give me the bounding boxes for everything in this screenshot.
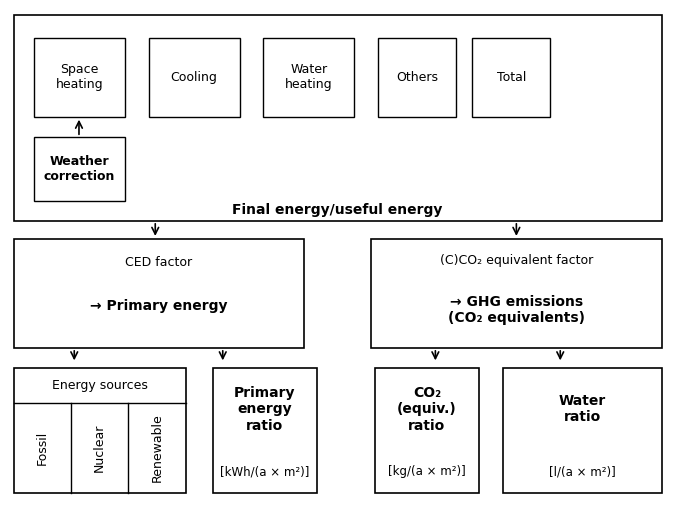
Text: → GHG emissions
(CO₂ equivalents): → GHG emissions (CO₂ equivalents) bbox=[448, 295, 585, 325]
Bar bbox=[375, 368, 479, 493]
Text: → Primary energy: → Primary energy bbox=[90, 300, 227, 313]
Text: Cooling: Cooling bbox=[171, 71, 217, 84]
Bar bbox=[503, 368, 662, 493]
Bar bbox=[34, 137, 125, 201]
Text: Water
ratio: Water ratio bbox=[559, 394, 606, 425]
Bar bbox=[14, 368, 186, 493]
Bar bbox=[472, 38, 550, 117]
Text: Renewable: Renewable bbox=[151, 414, 163, 482]
Bar bbox=[378, 38, 456, 117]
Bar bbox=[34, 38, 125, 117]
Text: Space
heating: Space heating bbox=[55, 64, 103, 91]
Text: Others: Others bbox=[396, 71, 438, 84]
Bar bbox=[14, 15, 662, 221]
Text: Nuclear: Nuclear bbox=[93, 424, 106, 472]
Bar bbox=[148, 38, 240, 117]
Text: [kg/(a × m²)]: [kg/(a × m²)] bbox=[388, 465, 466, 478]
Text: Total: Total bbox=[497, 71, 526, 84]
Text: CO₂
(equiv.)
ratio: CO₂ (equiv.) ratio bbox=[397, 386, 457, 433]
Bar bbox=[14, 239, 304, 348]
Text: Water
heating: Water heating bbox=[285, 64, 333, 91]
Text: (C)CO₂ equivalent factor: (C)CO₂ equivalent factor bbox=[439, 254, 593, 267]
Text: Primary
energy
ratio: Primary energy ratio bbox=[234, 386, 296, 433]
Bar bbox=[263, 38, 354, 117]
Text: Energy sources: Energy sources bbox=[51, 379, 148, 392]
Text: Final energy/useful energy: Final energy/useful energy bbox=[232, 203, 443, 217]
Text: CED factor: CED factor bbox=[125, 257, 192, 269]
Text: Weather
correction: Weather correction bbox=[44, 155, 115, 183]
Text: Fossil: Fossil bbox=[36, 431, 49, 465]
Bar bbox=[213, 368, 317, 493]
Text: [kWh/(a × m²)]: [kWh/(a × m²)] bbox=[220, 465, 310, 478]
Text: [l/(a × m²)]: [l/(a × m²)] bbox=[549, 465, 616, 478]
Bar bbox=[371, 239, 662, 348]
